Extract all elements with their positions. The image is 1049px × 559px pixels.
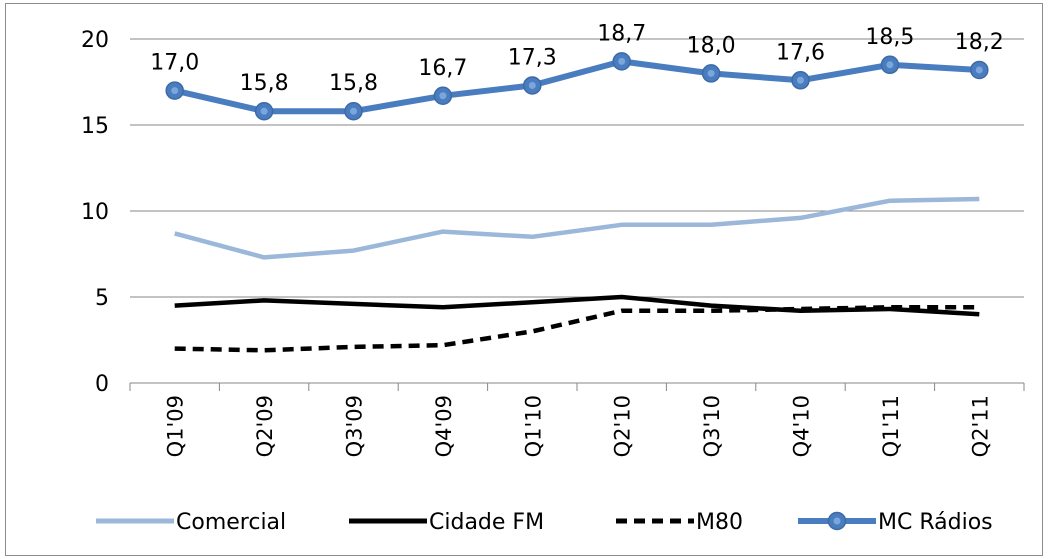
data-point-highlight [171,87,179,95]
series-lines [174,58,980,353]
x-tick-label: Q2'10 [611,395,635,457]
x-tick-label: Q4'10 [790,395,814,457]
x-tick-label: Q4'09 [432,395,456,457]
data-point-highlight [528,81,536,89]
chart-frame: 0 5 10 15 20 Q1'09 Q2'09 Q3'09 Q4'09 Q1'10 Q2'10 Q3… [5,3,1043,556]
data-point-highlight [439,92,447,100]
data-label: 16,7 [418,56,467,81]
series-line-comercial [174,196,980,260]
data-labels: 17,0 15,8 15,8 16,7 17,3 18,7 18,0 17,6 18,5 18,2 [150,21,1004,96]
legend-label-cidade-fm: Cidade FM [429,510,544,535]
y-tick-label: 20 [81,28,109,53]
data-label: 18,7 [597,21,646,46]
data-point-highlight [350,107,357,115]
data-label: 17,0 [150,51,199,76]
data-label: 15,8 [240,71,289,96]
data-point-highlight [260,107,268,115]
data-point-highlight [886,61,894,69]
data-label: 15,8 [329,71,378,96]
data-label: 18,5 [865,25,914,50]
legend-label-mc-radios: MC Rádios [878,510,993,535]
x-tick-label: Q3'10 [700,395,724,457]
legend: Comercial Cidade FM M80 MC Rádios [96,510,993,535]
data-point-highlight [797,76,804,84]
series-line-mc-radios [174,58,980,115]
legend-marker-highlight [833,517,841,525]
y-tick-label: 15 [81,114,109,139]
gridlines [130,38,1024,298]
data-point-highlight [618,57,626,65]
x-tick-label: Q1'09 [164,395,188,457]
line-chart: 0 5 10 15 20 Q1'09 Q2'09 Q3'09 Q4'09 Q1'10 Q2'10 Q3… [81,21,1025,535]
data-point-highlight [707,69,715,77]
data-label: 18,2 [955,30,1004,55]
y-tick-label: 5 [95,286,109,311]
x-tick-label: Q3'09 [343,395,367,457]
data-label: 17,3 [508,45,557,70]
data-point-highlight [975,66,983,74]
x-tick-label: Q2'09 [253,395,277,457]
legend-label-m80: M80 [696,510,743,535]
legend-label-comercial: Comercial [176,510,286,535]
axes: 0 5 10 15 20 Q1'09 Q2'09 Q3'09 Q4'09 Q1'10 Q2'10 Q3… [81,28,1025,457]
series-markers [165,52,989,121]
x-tick-label: Q2'11 [968,395,992,457]
y-tick-label: 0 [95,372,109,397]
y-tick-label: 10 [81,200,109,225]
series-line-cidade-fm [174,294,980,317]
x-tick-label: Q1'10 [521,395,545,457]
x-tick-label: Q1'11 [879,395,903,457]
data-label: 17,6 [776,40,825,65]
series-line-m80 [174,305,980,353]
data-label: 18,0 [687,33,736,58]
